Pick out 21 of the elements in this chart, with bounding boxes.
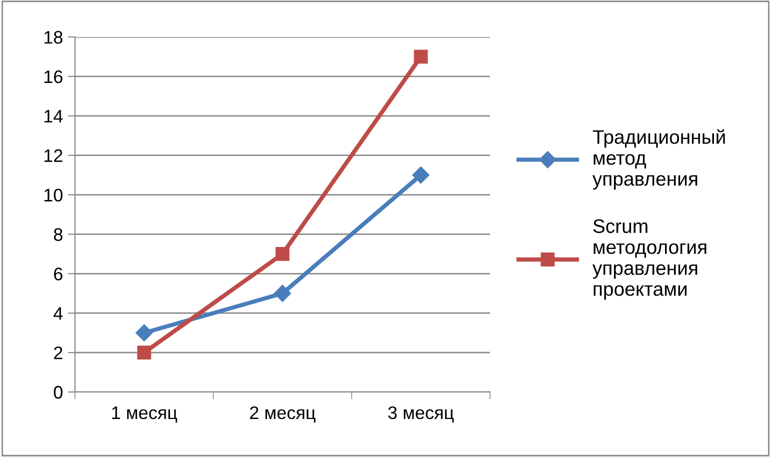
point: [137, 346, 152, 360]
y-tick-label: 14: [44, 110, 63, 122]
point: [414, 50, 428, 64]
y-tick-label: 12: [44, 149, 62, 162]
y-tick-label: 6: [54, 268, 62, 280]
x-tick-label: 3 месяц: [388, 406, 454, 423]
point: [276, 247, 290, 261]
point: [412, 166, 430, 184]
legend-label: Scrum методология управления проектами: [592, 219, 706, 300]
y-tick-label: 18: [44, 30, 62, 44]
y-tick-label: 10: [44, 188, 62, 202]
y-tick-label: 4: [54, 307, 63, 320]
y-tick-label: 8: [54, 228, 62, 241]
y-tick-label: 2: [54, 346, 62, 360]
y-tick-label: 0: [54, 386, 62, 399]
legend-label: Традиционный метод управления: [592, 129, 725, 190]
x-tick-label: 2 месяц: [250, 406, 316, 423]
point: [274, 284, 292, 302]
point: [136, 324, 153, 342]
x-tick-label: 1 месяц: [112, 406, 178, 423]
y-tick-label: 16: [44, 70, 62, 84]
